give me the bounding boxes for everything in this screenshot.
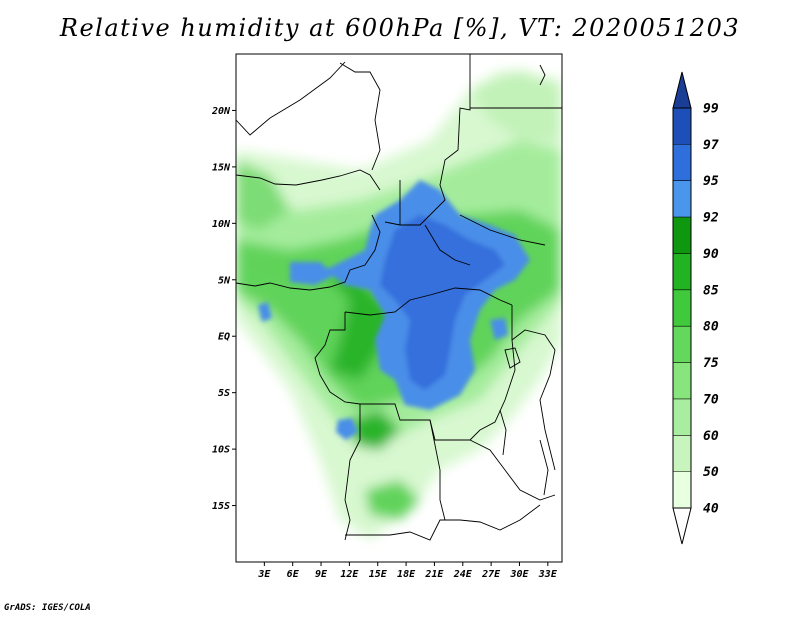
colorbar-max-triangle (672, 71, 692, 109)
colorbar-level-label: 99 (703, 102, 719, 117)
lat-tick-label: 10S (212, 445, 230, 456)
colorbar-bin (673, 253, 691, 290)
country-boundaries (236, 54, 562, 541)
lon-tick-label: 21E (424, 569, 444, 580)
lon-tick-label: 12E (340, 569, 359, 580)
lake-malawi (539, 439, 549, 496)
boundary-angola-west (344, 404, 361, 541)
colorbar-bin (673, 362, 691, 399)
colorbar-min-triangle (672, 507, 692, 545)
colorbar-level-label: 95 (703, 174, 719, 189)
colorbar-bin (673, 108, 691, 145)
lake-victoria (504, 347, 521, 369)
lake-tanganyika (499, 409, 507, 456)
lat-tick-label: 15S (212, 501, 230, 512)
boundary-nigeria-coast (236, 214, 381, 291)
boundary-zambia-west (429, 419, 446, 521)
colorbar-level-label: 90 (703, 247, 719, 262)
colorbar-level-label: 92 (703, 211, 719, 226)
colorbar-level-label: 60 (703, 429, 719, 444)
colorbar: 40 50 60 70 75 80 85 90 92 95 97 99 (672, 71, 719, 545)
colorbar-level-label: 97 (703, 138, 719, 153)
lon-tick-label: 24E (453, 569, 473, 580)
lat-tick-label: 20N (211, 106, 231, 117)
colorbar-bin (673, 144, 691, 181)
colorbar-bin (673, 435, 691, 472)
lon-tick-label: 30E (509, 569, 529, 580)
colorbar-bin (673, 326, 691, 363)
latitude-axis: 20N 15N 10N 5N EQ 5S 10S 15S (211, 106, 236, 512)
boundary-sahel (236, 169, 381, 191)
map-frame (235, 53, 563, 563)
grads-credit: GrADS: IGES/COLA (4, 603, 91, 613)
boundary-libya-niger (339, 62, 381, 171)
colorbar-bin (673, 180, 691, 218)
colorbar-level-label: 50 (703, 465, 719, 480)
lat-tick-label: 10N (212, 219, 231, 230)
boundary-drc (314, 305, 516, 441)
lon-tick-label: 3E (257, 569, 271, 580)
lon-tick-label: 33E (538, 569, 558, 580)
humidity-field (236, 54, 562, 562)
colorbar-level-label: 70 (703, 392, 719, 407)
boundary-chad-car (399, 180, 471, 266)
boundary-algeria-mali (236, 61, 346, 136)
boundary-car-drc (344, 287, 513, 316)
humidity-blue-layer (258, 180, 530, 440)
boundary-east-africa (511, 329, 556, 471)
longitude-axis: 3E 6E 9E 12E 15E 18E 21E 24E 27E 30E 33E (257, 562, 558, 580)
boundary-egypt-sudan-chad (384, 54, 471, 226)
colorbar-bin (673, 471, 691, 508)
colorbar-level-label: 85 (703, 283, 719, 298)
colorbar-level-label: 75 (703, 356, 719, 371)
lat-tick-label: 5N (218, 275, 231, 286)
colorbar-bin (673, 217, 691, 254)
colorbar-bin (673, 289, 691, 327)
lat-tick-label: 15N (212, 162, 231, 173)
boundary-namibia-botswana (345, 504, 541, 541)
colorbar-bin (673, 398, 691, 436)
lat-tick-label: EQ (218, 332, 230, 343)
colorbar-level-label: 40 (703, 502, 719, 517)
map-title: Relative humidity at 600hPa [%], VT: 202… (59, 14, 741, 42)
boundary-zambia-east (469, 439, 556, 501)
lon-tick-label: 9E (315, 569, 328, 580)
lon-tick-label: 15E (369, 569, 388, 580)
colorbar-level-label: 80 (703, 320, 719, 335)
lon-tick-label: 27E (481, 569, 501, 580)
lon-tick-label: 6E (287, 569, 300, 580)
boundary-sudan-south (459, 214, 546, 246)
boundary-sinai (539, 64, 546, 86)
lon-tick-label: 18E (397, 569, 416, 580)
lat-tick-label: 5S (218, 388, 230, 399)
